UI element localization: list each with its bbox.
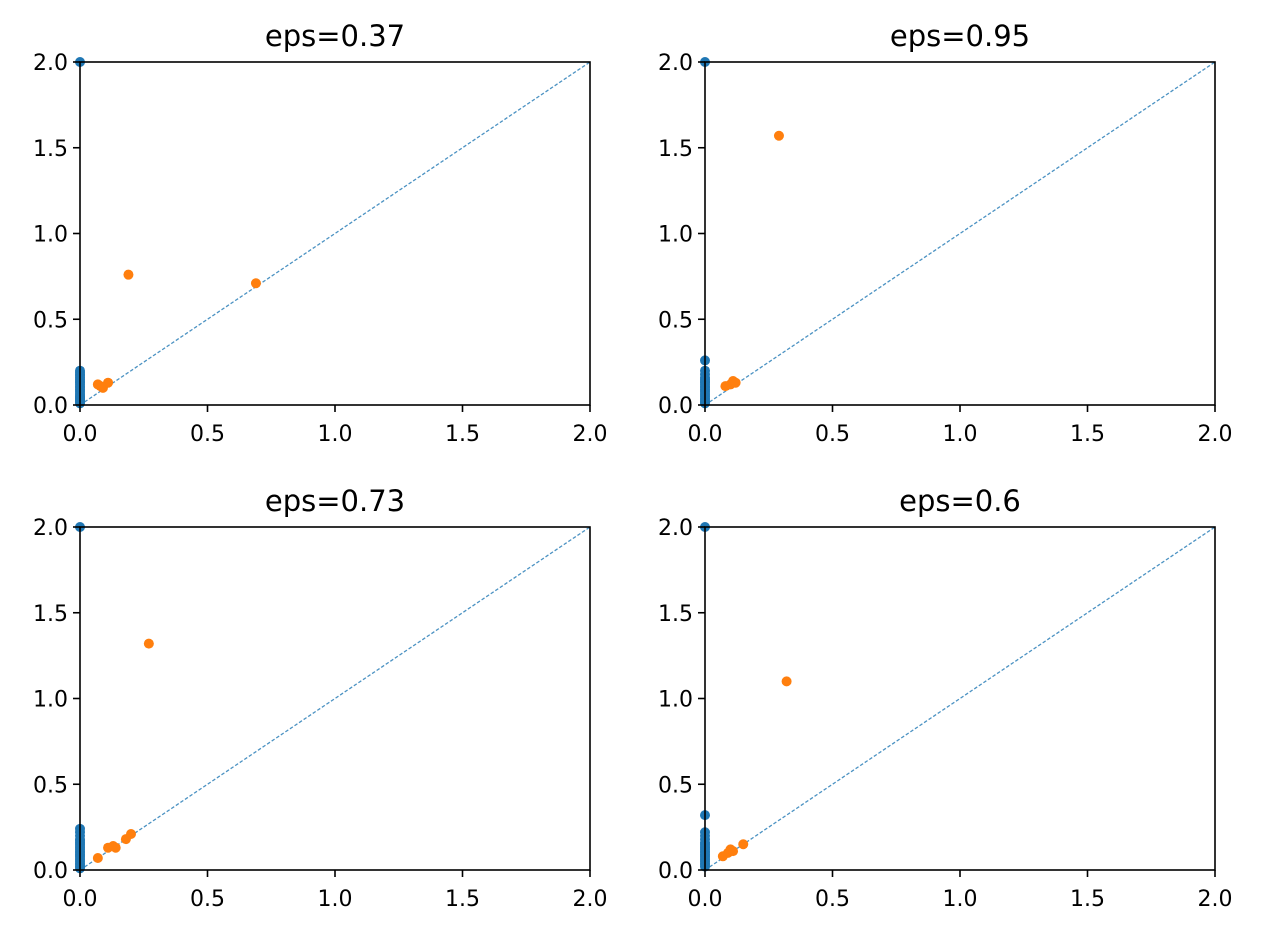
x-tick-label: 0.5 [815, 887, 850, 912]
x-tick-label: 0.0 [688, 887, 723, 912]
point-h1 [126, 828, 136, 839]
point-h1 [728, 846, 739, 857]
subplot-3: eps=0.73 0.0 0.5 1.0 1.5 2.0 0.0 0.5 1.0 1.5 2.0 [33, 484, 608, 912]
diagonal-line [704, 526, 1216, 871]
y-tick-label: 0.5 [33, 308, 68, 333]
y-tick-label: 1.5 [658, 602, 693, 627]
diagonal-line [704, 61, 1216, 406]
y-tick-label: 1.0 [33, 688, 68, 713]
y-tick-label: 2.0 [658, 516, 693, 541]
y-tick-label: 0.0 [658, 394, 693, 419]
subplot-title: eps=0.37 [265, 19, 405, 53]
x-tick-label: 1.0 [943, 422, 978, 447]
axes-ticks: 0.0 0.5 1.0 1.5 2.0 0.0 0.5 1.0 1.5 2.0 [658, 51, 1233, 447]
point-h1 [773, 130, 784, 141]
point-h1 [110, 842, 121, 853]
x-tick-label: 1.0 [318, 887, 353, 912]
x-tick-label: 0.5 [190, 887, 225, 912]
x-tick-label: 2.0 [573, 887, 608, 912]
y-tick-label: 1.0 [33, 223, 68, 248]
x-tick-label: 1.0 [318, 422, 353, 447]
point-h1 [250, 278, 261, 289]
point-h1 [781, 676, 792, 687]
y-tick-label: 0.5 [658, 308, 693, 333]
x-tick-label: 1.5 [445, 422, 480, 447]
x-tick-label: 1.0 [943, 887, 978, 912]
point-h1 [143, 638, 154, 649]
y-tick-label: 2.0 [33, 516, 68, 541]
axes-ticks: 0.0 0.5 1.0 1.5 2.0 0.0 0.5 1.0 1.5 2.0 [658, 516, 1233, 912]
point-h1 [730, 377, 741, 388]
subplot-title: eps=0.95 [890, 19, 1030, 53]
subplot-title: eps=0.73 [265, 484, 405, 518]
x-tick-label: 0.0 [63, 422, 98, 447]
subplot-2: eps=0.95 0.0 0.5 1.0 1.5 2.0 0.0 0.5 1.0 1.5 2.0 [658, 19, 1233, 447]
y-tick-label: 0.5 [33, 773, 68, 798]
y-tick-label: 0.5 [658, 773, 693, 798]
x-tick-label: 1.5 [1070, 887, 1105, 912]
y-tick-label: 1.0 [658, 223, 693, 248]
point-h1 [123, 269, 134, 280]
x-tick-label: 1.5 [1070, 422, 1105, 447]
x-tick-label: 1.5 [445, 887, 480, 912]
point-h1 [738, 839, 749, 850]
y-tick-label: 2.0 [658, 51, 693, 76]
y-tick-label: 1.5 [658, 137, 693, 162]
x-tick-label: 0.5 [815, 422, 850, 447]
x-tick-label: 0.0 [688, 422, 723, 447]
diagonal-line [79, 526, 591, 871]
y-tick-label: 0.0 [33, 859, 68, 884]
subplot-title: eps=0.6 [899, 484, 1021, 518]
point-h1 [103, 377, 114, 388]
x-tick-label: 2.0 [1198, 422, 1233, 447]
x-tick-label: 2.0 [1198, 887, 1233, 912]
plot-marks [700, 57, 1216, 409]
diagonal-line [79, 61, 591, 406]
axes-ticks: 0.0 0.5 1.0 1.5 2.0 0.0 0.5 1.0 1.5 2.0 [33, 516, 608, 912]
y-tick-label: 0.0 [658, 859, 693, 884]
axes-ticks: 0.0 0.5 1.0 1.5 2.0 0.0 0.5 1.0 1.5 2.0 [33, 51, 608, 447]
y-tick-label: 0.0 [33, 394, 68, 419]
point-h1 [95, 381, 106, 392]
y-tick-label: 2.0 [33, 51, 68, 76]
subplot-4: eps=0.6 0.0 0.5 1.0 1.5 2.0 0.0 0.5 1.0 1.5 2.0 [658, 484, 1233, 912]
subplot-1: eps=0.37 0.0 0.5 1.0 1.5 2.0 0.0 0.5 1.0 1.5 2.0 [33, 19, 608, 447]
y-tick-label: 1.5 [33, 602, 68, 627]
y-tick-label: 1.0 [658, 688, 693, 713]
x-tick-label: 2.0 [573, 422, 608, 447]
point-h1 [92, 852, 103, 863]
y-tick-label: 1.5 [33, 137, 68, 162]
x-tick-label: 0.0 [63, 887, 98, 912]
x-tick-label: 0.5 [190, 422, 225, 447]
